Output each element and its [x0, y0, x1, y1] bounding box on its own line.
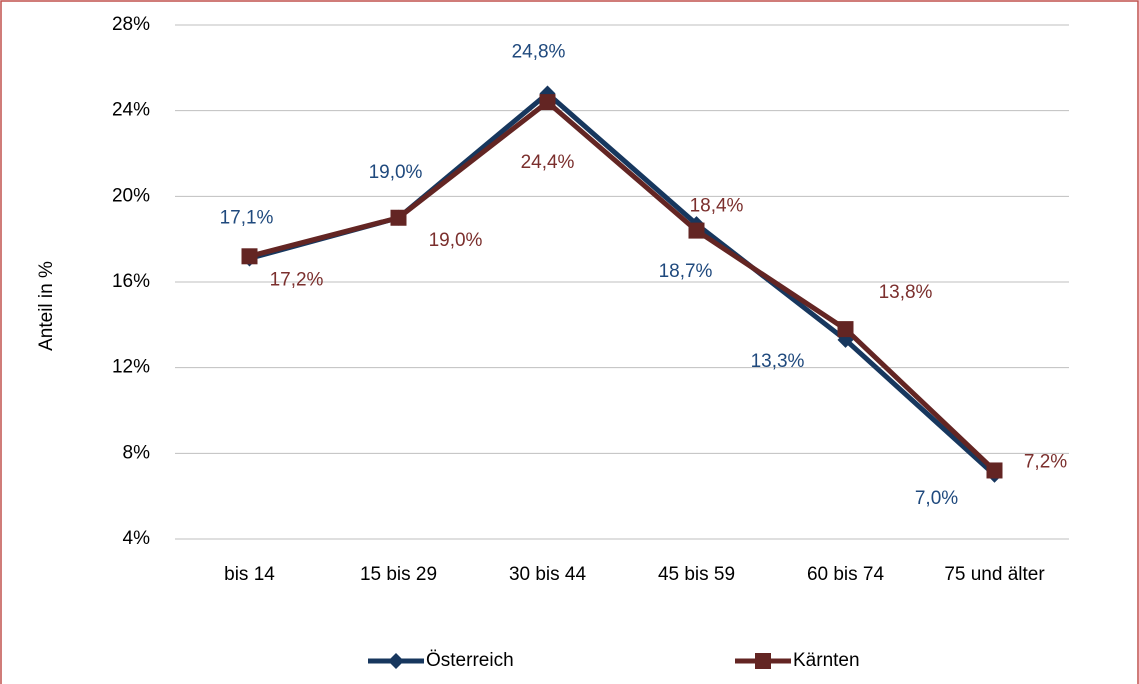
marker	[688, 222, 705, 239]
marker	[390, 209, 407, 226]
data-label: 24,4%	[521, 152, 575, 173]
data-label: 17,1%	[220, 207, 274, 228]
data-label: 17,2%	[270, 269, 324, 290]
x-tick-label: 75 und älter	[944, 564, 1045, 585]
marker	[241, 248, 258, 265]
marker	[388, 653, 404, 669]
y-tick-label: 24%	[112, 100, 150, 121]
data-label: 24,8%	[512, 42, 566, 63]
marker	[755, 653, 771, 669]
y-tick-label: 4%	[123, 528, 151, 549]
y-tick-label: 16%	[112, 271, 150, 292]
data-label: 18,7%	[659, 261, 713, 282]
line	[248, 99, 997, 473]
y-tick-label: 28%	[112, 14, 150, 35]
data-label: 18,4%	[690, 196, 744, 217]
data-label: 7,2%	[1024, 451, 1067, 472]
x-tick-label: bis 14	[224, 564, 275, 585]
marker	[986, 462, 1003, 479]
data-label: 19,0%	[369, 162, 423, 183]
legend-label: Österreich	[426, 650, 514, 671]
y-tick-label: 8%	[123, 442, 151, 463]
marker	[539, 94, 556, 111]
marker	[837, 321, 854, 338]
data-label: 7,0%	[915, 488, 958, 509]
x-tick-label: 45 bis 59	[658, 564, 735, 585]
y-axis-label: Anteil in %	[36, 261, 57, 351]
x-tick-label: 30 bis 44	[509, 564, 587, 585]
y-tick-label: 20%	[112, 185, 150, 206]
data-label: 13,8%	[879, 282, 933, 303]
x-tick-label: 60 bis 74	[807, 564, 885, 585]
legend-label: Kärnten	[793, 650, 860, 671]
y-tick-label: 12%	[112, 357, 150, 378]
data-label: 13,3%	[751, 351, 805, 372]
x-tick-label: 15 bis 29	[360, 564, 437, 585]
data-label: 19,0%	[429, 230, 483, 251]
